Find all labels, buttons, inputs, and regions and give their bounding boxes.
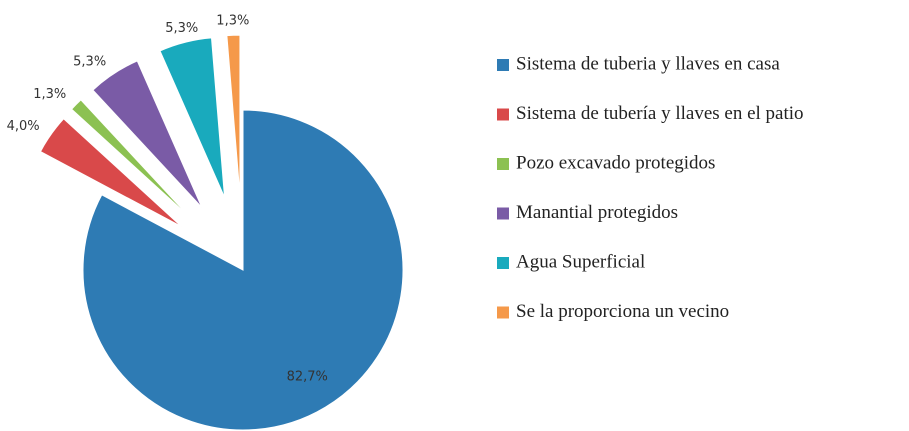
value-label: 1,3% bbox=[216, 14, 249, 29]
legend-label: Manantial protegidos bbox=[516, 202, 678, 223]
value-label: 82,7% bbox=[287, 369, 328, 384]
legend-label: Pozo excavado protegidos bbox=[516, 152, 715, 173]
pie-slice bbox=[70, 99, 191, 218]
legend-swatch bbox=[497, 207, 509, 220]
value-label: 5,3% bbox=[165, 21, 198, 36]
legend-label: Sistema de tubería y llaves en el patio bbox=[516, 103, 804, 124]
pie-slice bbox=[39, 118, 183, 228]
legend-label: Se la proporciona un vecino bbox=[516, 301, 729, 322]
value-label: 1,3% bbox=[33, 87, 66, 102]
legend-swatch bbox=[497, 59, 509, 71]
legend-label: Sistema de tuberia y llaves en casa bbox=[516, 53, 780, 74]
legend-swatch bbox=[497, 257, 509, 269]
pie-slice bbox=[159, 37, 226, 198]
legend-swatch bbox=[497, 158, 509, 170]
pie-slice bbox=[226, 34, 241, 196]
legend-swatch bbox=[497, 108, 509, 121]
pie-slice bbox=[82, 109, 404, 431]
pie-slice bbox=[92, 60, 203, 208]
legend-swatch bbox=[497, 306, 509, 319]
legend-label: Agua Superficial bbox=[516, 251, 645, 272]
value-label: 5,3% bbox=[73, 54, 106, 69]
value-label: 4,0% bbox=[7, 119, 40, 134]
